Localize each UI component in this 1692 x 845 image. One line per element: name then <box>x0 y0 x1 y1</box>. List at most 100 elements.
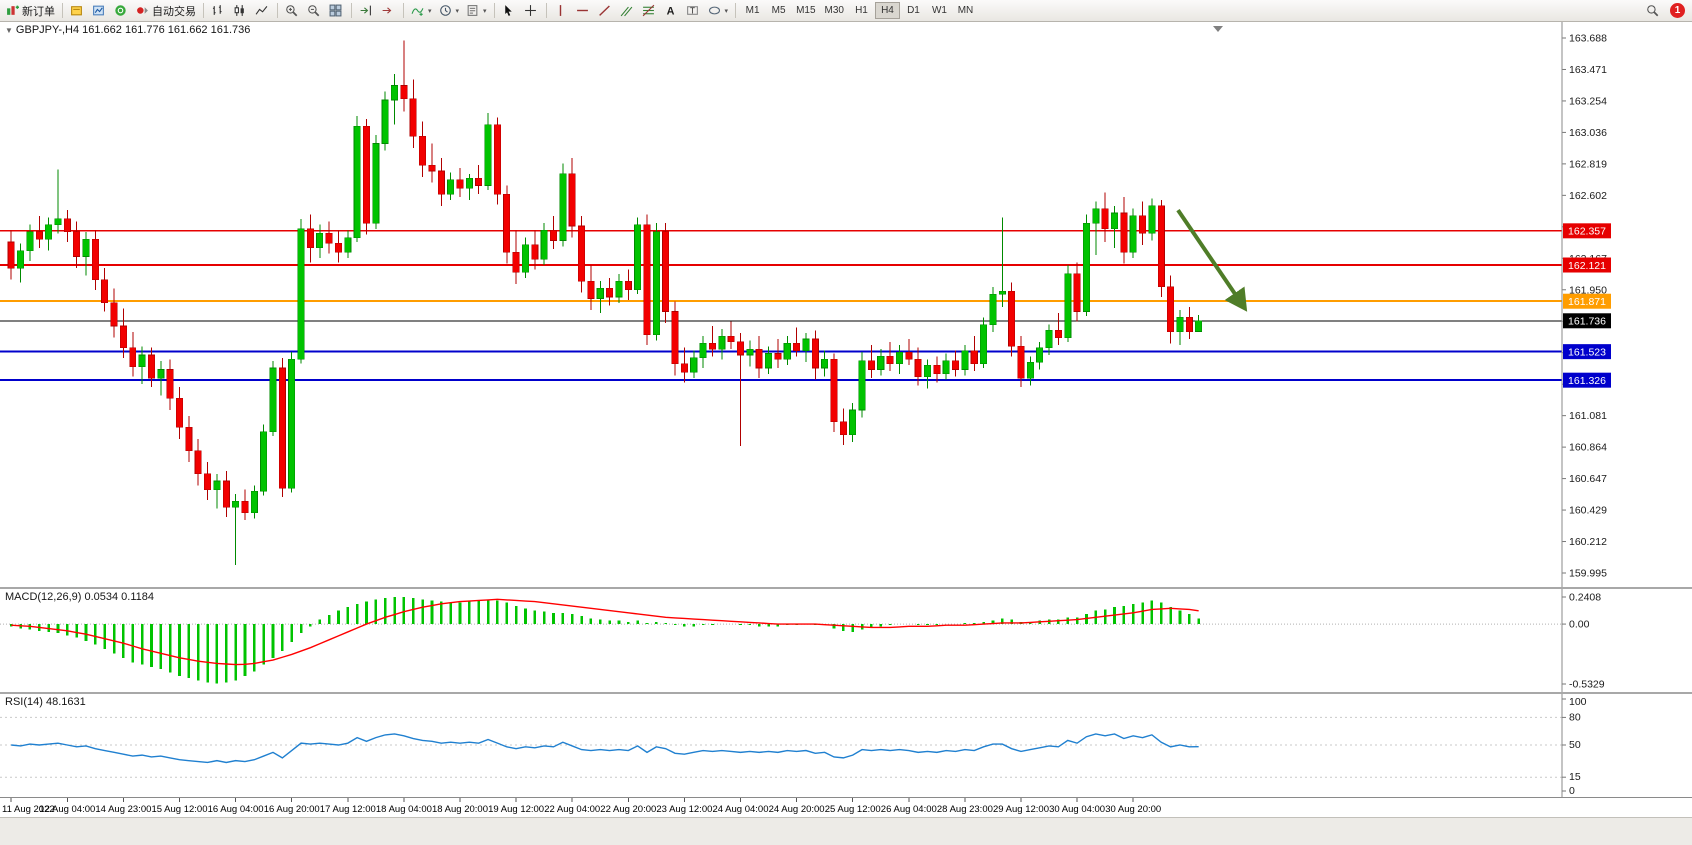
text-tool-button[interactable]: A <box>661 1 682 20</box>
autotrade-icon <box>137 7 148 14</box>
svg-text:30 Aug 20:00: 30 Aug 20:00 <box>1105 804 1161 815</box>
timeframe-m30-button[interactable]: M30 <box>821 2 848 19</box>
svg-text:161.081: 161.081 <box>1569 410 1607 422</box>
search-icon <box>1647 5 1659 17</box>
toolbar-separator <box>277 3 278 18</box>
chevron-down-icon: ▾ <box>428 7 432 15</box>
shapes-tool-button[interactable]: ▾ <box>705 1 732 20</box>
notification-badge[interactable]: 1 <box>1670 3 1685 18</box>
timeframe-h1-button[interactable]: H1 <box>849 2 874 19</box>
svg-text:163.036: 163.036 <box>1569 127 1607 139</box>
bar-chart-mode-button[interactable] <box>208 1 229 20</box>
auto-trading-button[interactable]: 自动交易 <box>133 1 199 20</box>
macd-panel: 0.2408 0.00 -0.5329 MACD(12,26,9) 0.0534 0… <box>0 587 1692 692</box>
templates-button[interactable]: ▾ <box>463 1 490 20</box>
trendline-icon <box>598 5 610 16</box>
svg-text:11 Aug 2022: 11 Aug 2022 <box>2 804 55 815</box>
toolbar-separator <box>735 3 737 18</box>
sell-arrow-annotation <box>1176 208 1248 312</box>
svg-text:22 Aug 20:00: 22 Aug 20:00 <box>600 804 656 815</box>
zoom-out-button[interactable] <box>304 1 325 20</box>
toolbar-separator <box>351 3 352 18</box>
svg-text:163.688: 163.688 <box>1569 33 1607 45</box>
channel-tool-button[interactable] <box>617 1 638 20</box>
auto-scroll-button[interactable] <box>378 1 399 20</box>
svg-text:28 Aug 23:00: 28 Aug 23:00 <box>937 804 993 815</box>
timeframe-mn-button[interactable]: MN <box>953 2 978 19</box>
candle-chart-mode-button[interactable] <box>230 1 251 20</box>
svg-text:0: 0 <box>1569 785 1575 797</box>
crosshair-tool-button[interactable] <box>521 1 542 20</box>
timeframe-m1-button[interactable]: M1 <box>740 2 765 19</box>
bars-chart-icon <box>212 5 222 15</box>
trendline-tool-button[interactable] <box>595 1 616 20</box>
line-chart-mode-button[interactable] <box>252 1 273 20</box>
shapes-icon <box>708 6 720 15</box>
timeframe-h4-button[interactable]: H4 <box>874 2 900 19</box>
new-order-button[interactable]: 新订单 <box>3 1 58 20</box>
profiles-button[interactable] <box>67 1 88 20</box>
text-icon: A <box>666 5 674 17</box>
svg-text:160.429: 160.429 <box>1569 505 1607 517</box>
community-button[interactable] <box>111 1 132 20</box>
toolbar: 新订单 自动交易 ▾ ▾ ▾ A T ▾ M1 M5 M15 M30 H1 H4 D1 W1 MN 1 <box>0 0 1692 22</box>
fibonacci-tool-button[interactable] <box>639 1 660 20</box>
svg-text:16 Aug 20:00: 16 Aug 20:00 <box>264 804 320 815</box>
tile-windows-button[interactable] <box>326 1 347 20</box>
svg-text:161.736: 161.736 <box>1568 316 1606 328</box>
svg-text:160.864: 160.864 <box>1569 442 1607 454</box>
svg-text:24 Aug 20:00: 24 Aug 20:00 <box>769 804 825 815</box>
svg-text:12 Aug 04:00: 12 Aug 04:00 <box>39 804 95 815</box>
community-icon <box>115 5 126 16</box>
chart-shift-marker-icon <box>1213 26 1223 32</box>
periods-button[interactable]: ▾ <box>436 1 463 20</box>
cursor-icon <box>504 5 512 16</box>
one-click-trading-arrow-icon[interactable]: ▼ <box>5 26 13 35</box>
chart-shift-button[interactable] <box>356 1 377 20</box>
svg-text:30 Aug 04:00: 30 Aug 04:00 <box>1049 804 1105 815</box>
timeframe-w1-button[interactable]: W1 <box>927 2 952 19</box>
svg-text:80: 80 <box>1569 711 1581 723</box>
price-scale[interactable] <box>1562 22 1692 821</box>
label-tool-button[interactable]: T <box>683 1 704 20</box>
svg-text:16 Aug 04:00: 16 Aug 04:00 <box>208 804 264 815</box>
search-button[interactable] <box>1643 1 1664 20</box>
zoom-in-button[interactable] <box>282 1 303 20</box>
macd-indicator-chart[interactable]: 0.2408 0.00 -0.5329 <box>0 589 1692 692</box>
clock-icon <box>439 5 451 16</box>
profile-icon <box>71 6 82 16</box>
toolbar-separator <box>403 3 404 18</box>
tile-windows-icon <box>329 4 342 17</box>
price-badge: 161.523 <box>1563 344 1611 360</box>
new-order-icon <box>7 5 19 15</box>
svg-text:160.212: 160.212 <box>1569 536 1607 548</box>
timeframe-d1-button[interactable]: D1 <box>901 2 926 19</box>
price-badge: 162.121 <box>1563 257 1611 273</box>
timeframe-m5-button[interactable]: M5 <box>766 2 791 19</box>
vertical-line-tool-button[interactable] <box>551 1 572 20</box>
svg-text:50: 50 <box>1569 739 1581 751</box>
cursor-tool-button[interactable] <box>499 1 520 20</box>
candlestick-chart[interactable]: 163.688 163.471 163.254 163.036 162.819 162.6… <box>0 22 1692 587</box>
crosshair-icon <box>524 5 536 16</box>
horizontal-line-tool-button[interactable] <box>573 1 594 20</box>
svg-text:162.357: 162.357 <box>1568 226 1606 238</box>
indicators-button[interactable]: ▾ <box>408 1 435 20</box>
toolbar-separator <box>62 3 63 18</box>
timeframe-m15-button[interactable]: M15 <box>792 2 819 19</box>
rsi-indicator-chart[interactable]: 100 80 50 15 0 <box>0 694 1692 797</box>
zoom-in-icon <box>286 5 298 17</box>
svg-text:0.00: 0.00 <box>1569 619 1590 631</box>
svg-text:17 Aug 12:00: 17 Aug 12:00 <box>320 804 376 815</box>
price-badge: 161.736 <box>1563 313 1611 329</box>
price-badge: 162.357 <box>1563 223 1611 239</box>
svg-text:162.602: 162.602 <box>1569 190 1607 202</box>
rsi-panel: 100 80 50 15 0 RSI(14) 48.1631 <box>0 692 1692 797</box>
svg-text:163.254: 163.254 <box>1569 95 1607 107</box>
market-watch-button[interactable] <box>89 1 110 20</box>
indicators-icon <box>411 8 424 16</box>
svg-text:23 Aug 12:00: 23 Aug 12:00 <box>656 804 712 815</box>
svg-text:22 Aug 04:00: 22 Aug 04:00 <box>544 804 600 815</box>
svg-text:A: A <box>666 5 674 17</box>
